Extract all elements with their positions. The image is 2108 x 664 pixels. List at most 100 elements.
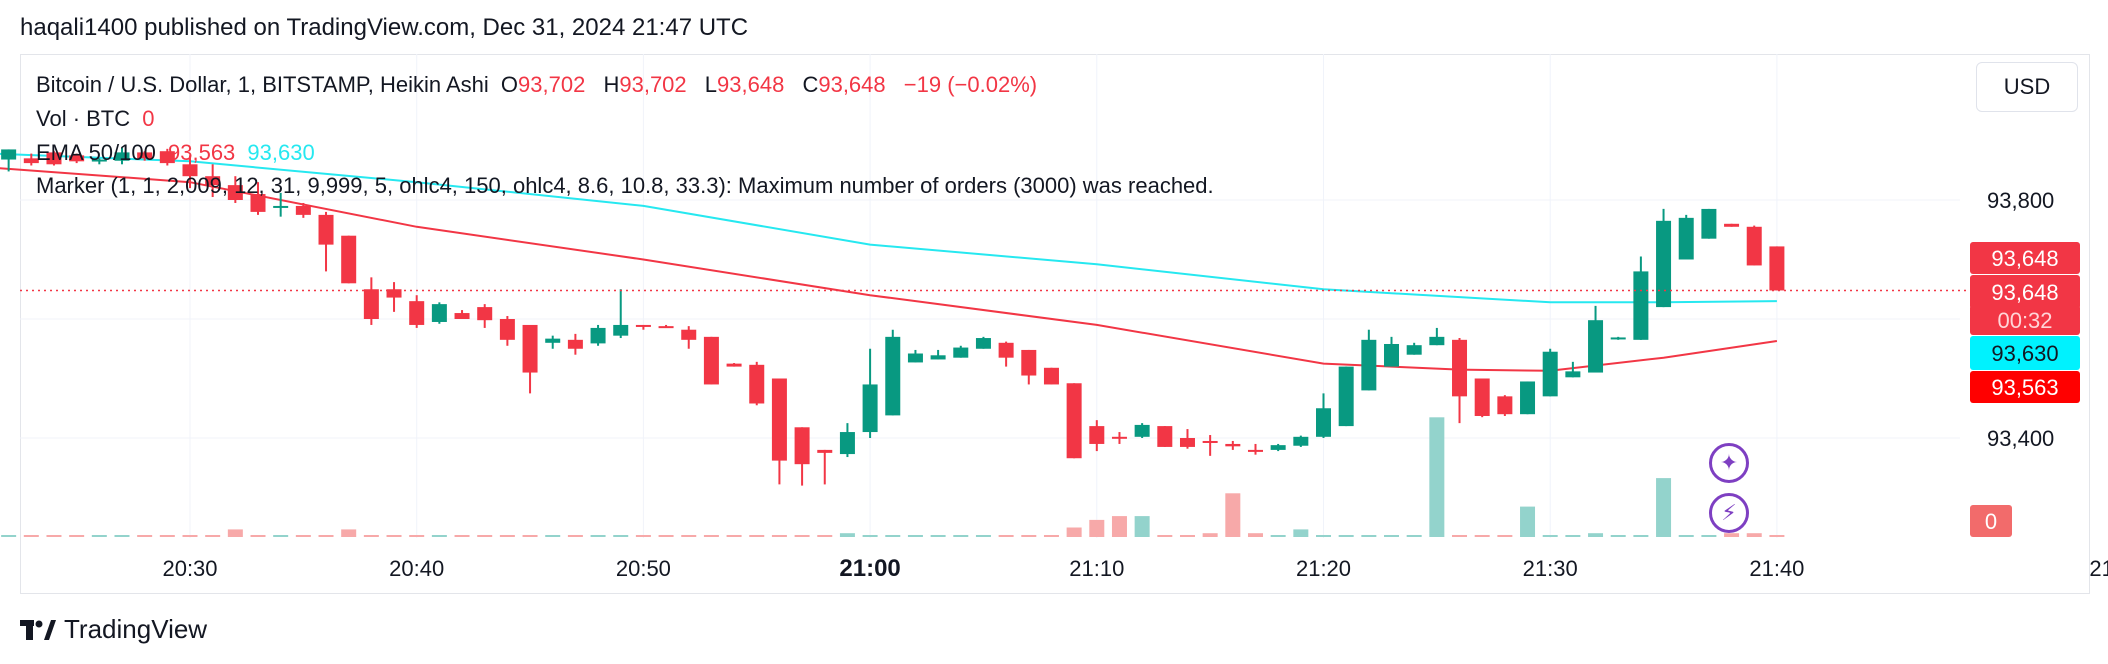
candle <box>1497 395 1513 416</box>
volume-bar <box>91 535 107 537</box>
candle-body <box>91 159 107 162</box>
candle-body <box>341 235 357 284</box>
candle-body <box>386 289 402 298</box>
volume-bar <box>273 535 289 537</box>
marker-indicator-text[interactable]: Marker (1, 1, 2,009, 12, 31, 9,999, 5, o… <box>36 173 1214 198</box>
candle <box>1293 435 1309 447</box>
candle-body <box>1542 351 1558 397</box>
volume-bar <box>250 535 266 537</box>
ema-label[interactable]: EMA 50/100 <box>36 140 156 165</box>
candle <box>1338 366 1354 427</box>
volume-bar <box>477 535 493 537</box>
candle <box>1610 336 1626 340</box>
price-label-text: 00:32 <box>1997 308 2052 333</box>
candle-body <box>1202 440 1218 443</box>
candle-body <box>1270 445 1286 450</box>
candle <box>1406 342 1422 355</box>
candle-body <box>1429 336 1445 346</box>
candle-body <box>1565 371 1581 378</box>
candle-body <box>46 152 62 165</box>
sparkle-icon[interactable]: ✦ <box>1709 443 1749 483</box>
symbol-name[interactable]: Bitcoin / U.S. Dollar, 1, BITSTAMP, Heik… <box>36 72 489 97</box>
candle <box>159 148 175 166</box>
volume-bar <box>907 535 923 537</box>
volume-bar <box>726 535 742 537</box>
candle-body <box>250 194 266 212</box>
close-value: 93,648 <box>818 72 886 97</box>
candle-body <box>522 324 538 373</box>
volume-bar <box>1043 535 1059 537</box>
candle <box>771 378 787 485</box>
volume-bar <box>1406 535 1422 537</box>
candle-body <box>681 329 697 340</box>
volume-bar <box>1633 535 1649 537</box>
volume-bar <box>749 535 765 537</box>
volume-bar <box>431 535 447 537</box>
candle <box>703 336 719 385</box>
candle-body <box>862 384 878 433</box>
ema50-value: 93,563 <box>168 140 236 165</box>
candle <box>91 158 107 165</box>
volume-bar <box>1610 535 1626 537</box>
volume-bar <box>1225 493 1241 537</box>
price-label-volume: 0 <box>1970 505 2012 537</box>
candle-body <box>1474 378 1490 416</box>
currency-button[interactable]: USD <box>1976 62 2078 112</box>
candle-body <box>635 324 651 327</box>
candle-body <box>1452 339 1468 397</box>
open-value: 93,702 <box>518 72 586 97</box>
candle <box>1361 329 1377 391</box>
price-label-last: 93,648 <box>1970 275 2080 309</box>
volume-bar <box>1656 478 1672 537</box>
candle <box>409 295 425 328</box>
candle <box>250 182 266 215</box>
lightning-icon[interactable]: ⚡ <box>1709 493 1749 533</box>
candle-body <box>1701 208 1717 239</box>
x-tick-label: 21:30 <box>1523 556 1578 581</box>
high-label: H <box>603 72 620 97</box>
candle <box>635 324 651 330</box>
candle <box>1111 432 1127 444</box>
candle <box>545 335 561 349</box>
candle-body <box>1 149 17 160</box>
price-label-box <box>1970 275 2080 309</box>
candle <box>567 333 583 355</box>
candle-body <box>273 205 289 208</box>
candle-body <box>499 319 515 340</box>
ema-lines <box>0 152 1778 372</box>
volume-bar <box>1293 529 1309 537</box>
candle <box>1656 208 1672 308</box>
volume-value: 0 <box>142 106 155 131</box>
candle-body <box>409 301 425 325</box>
volume-bar <box>1202 533 1218 537</box>
candle-body <box>1610 337 1626 340</box>
tradingview-logo-icon <box>20 619 56 640</box>
ema100-line <box>0 152 1777 304</box>
volume-bar <box>1769 535 1785 537</box>
candle-body <box>998 342 1014 358</box>
candle <box>273 192 289 217</box>
price-label-text: 93,630 <box>1991 341 2058 366</box>
volume-bar <box>205 535 221 537</box>
volume-bar <box>930 535 946 537</box>
volume-label[interactable]: Vol · BTC <box>36 106 131 131</box>
price-labels: 93,648 93,648 00:32 93,630 93,563 0 <box>1970 242 2080 537</box>
candle <box>1270 443 1286 452</box>
candle <box>1134 423 1150 438</box>
candle-body <box>817 449 833 453</box>
grid-lines <box>20 54 1960 538</box>
volume-bar <box>137 535 153 537</box>
candle-body <box>1361 339 1377 391</box>
volume-bar <box>567 535 583 537</box>
candle-body <box>1633 271 1649 340</box>
candle <box>499 316 515 346</box>
volume-bar <box>1066 527 1082 537</box>
candle <box>726 363 742 367</box>
candle <box>1746 225 1762 266</box>
volume-bar <box>227 529 243 537</box>
volume-bar <box>1542 535 1558 537</box>
high-value: 93,702 <box>619 72 687 97</box>
price-label-box <box>1970 371 2080 403</box>
volume-bar <box>1701 535 1717 537</box>
